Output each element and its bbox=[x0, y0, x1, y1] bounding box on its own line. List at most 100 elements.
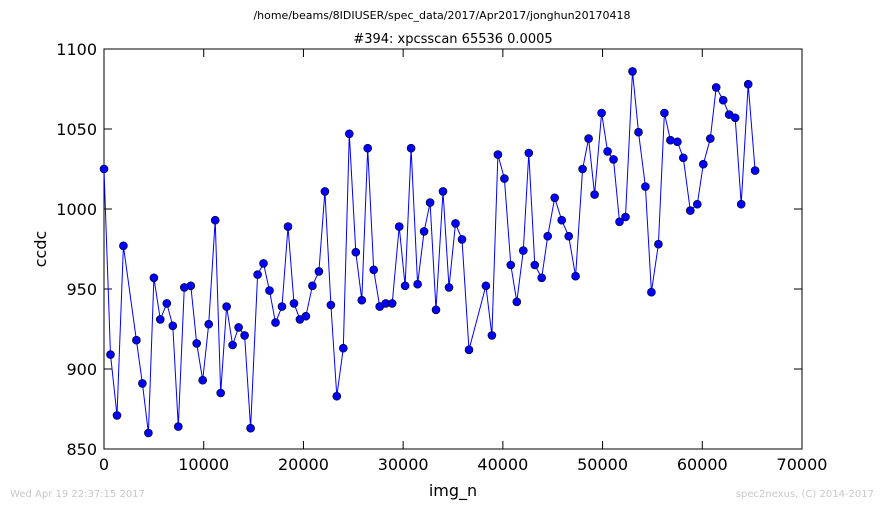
data-point bbox=[673, 137, 682, 147]
data-point bbox=[138, 379, 147, 388]
x-tick-label: 40000 bbox=[477, 455, 528, 474]
data-point bbox=[431, 305, 441, 315]
data-point bbox=[557, 215, 567, 225]
data-point bbox=[253, 270, 262, 279]
data-point bbox=[621, 212, 630, 222]
data-point bbox=[132, 335, 141, 345]
y-tick-label: 950 bbox=[66, 280, 97, 299]
x-tick-label: 60000 bbox=[677, 455, 728, 474]
data-point bbox=[301, 311, 311, 321]
axis-ticks bbox=[103, 48, 803, 450]
data-point bbox=[750, 166, 760, 175]
data-point bbox=[387, 299, 397, 308]
data-point bbox=[289, 299, 299, 308]
data-point bbox=[204, 319, 213, 329]
data-point bbox=[500, 174, 509, 183]
data-point bbox=[481, 281, 491, 291]
data-point bbox=[711, 83, 721, 92]
x-tick-label: 20000 bbox=[278, 455, 329, 474]
x-tick-label: 30000 bbox=[378, 455, 429, 474]
footer-credit: spec2nexus, (C) 2014-2017 bbox=[736, 489, 874, 500]
data-point bbox=[564, 231, 574, 241]
data-point bbox=[647, 287, 656, 297]
data-point bbox=[271, 318, 280, 327]
data-point bbox=[308, 281, 317, 291]
data-point bbox=[144, 428, 153, 438]
data-point bbox=[357, 295, 367, 305]
data-point bbox=[603, 147, 612, 156]
data-point bbox=[198, 375, 207, 385]
data-point bbox=[210, 215, 220, 225]
data-point bbox=[584, 134, 593, 143]
data-point bbox=[609, 155, 618, 164]
data-point bbox=[678, 153, 688, 163]
data-point bbox=[234, 323, 243, 332]
data-point bbox=[413, 279, 422, 289]
data-point bbox=[363, 143, 373, 153]
footer-timestamp: Wed Apr 19 22:37:15 2017 bbox=[10, 489, 145, 500]
data-point bbox=[641, 182, 650, 191]
data-point bbox=[444, 283, 454, 292]
data-point bbox=[106, 350, 115, 359]
y-tick-label: 1000 bbox=[56, 200, 97, 219]
x-tick-labels: 0 10000 20000 30000 40000 50000 60000 70000 bbox=[99, 455, 828, 474]
data-point bbox=[332, 391, 342, 401]
data-point bbox=[156, 315, 165, 324]
data-point bbox=[149, 273, 159, 283]
x-tick-label: 70000 bbox=[777, 455, 828, 474]
data-point bbox=[344, 129, 354, 139]
series-markers bbox=[99, 67, 760, 438]
data-point bbox=[216, 388, 225, 398]
data-point bbox=[524, 148, 534, 158]
y-tick-label: 850 bbox=[66, 440, 97, 459]
data-point bbox=[246, 423, 255, 433]
data-point bbox=[550, 193, 560, 203]
data-point bbox=[112, 411, 122, 420]
data-point bbox=[351, 247, 361, 257]
data-point bbox=[119, 241, 128, 251]
data-point bbox=[487, 331, 497, 340]
data-point bbox=[419, 227, 429, 236]
data-point bbox=[628, 67, 637, 76]
data-point bbox=[571, 271, 580, 281]
y-tick-label: 1100 bbox=[56, 40, 97, 59]
data-point bbox=[730, 113, 740, 123]
data-point bbox=[338, 343, 348, 353]
y-tick-label: 1050 bbox=[56, 120, 97, 139]
data-point bbox=[518, 246, 528, 255]
data-point bbox=[259, 259, 268, 268]
data-point bbox=[666, 135, 675, 145]
data-point bbox=[265, 286, 274, 295]
data-point bbox=[493, 150, 503, 159]
data-point bbox=[615, 217, 624, 227]
data-point bbox=[743, 79, 753, 89]
data-point bbox=[425, 198, 435, 207]
data-point bbox=[537, 273, 547, 283]
data-file-path: /home/beams/8IDIUSER/spec_data/2017/Apr2… bbox=[253, 9, 630, 22]
data-point bbox=[660, 108, 669, 118]
data-point bbox=[168, 321, 178, 331]
data-point bbox=[698, 159, 708, 169]
data-point bbox=[162, 299, 172, 308]
data-point bbox=[186, 281, 196, 291]
data-point bbox=[736, 199, 746, 209]
data-point bbox=[578, 164, 587, 174]
data-point bbox=[222, 302, 231, 311]
data-point bbox=[543, 231, 553, 241]
data-point bbox=[685, 206, 695, 215]
chart-title: #394: xpcsscan 65536 0.0005 bbox=[353, 32, 552, 47]
data-point bbox=[457, 235, 467, 244]
data-point bbox=[326, 300, 336, 310]
data-point bbox=[174, 422, 183, 431]
data-point bbox=[192, 339, 201, 348]
data-point bbox=[314, 267, 324, 276]
data-point bbox=[228, 340, 237, 350]
data-point bbox=[692, 199, 702, 209]
data-point bbox=[530, 260, 540, 270]
data-point bbox=[283, 222, 293, 231]
y-tick-labels: 850 900 950 1000 1050 1100 bbox=[56, 40, 97, 459]
data-point bbox=[394, 222, 404, 231]
x-tick-label: 10000 bbox=[178, 455, 229, 474]
data-point bbox=[406, 143, 416, 153]
